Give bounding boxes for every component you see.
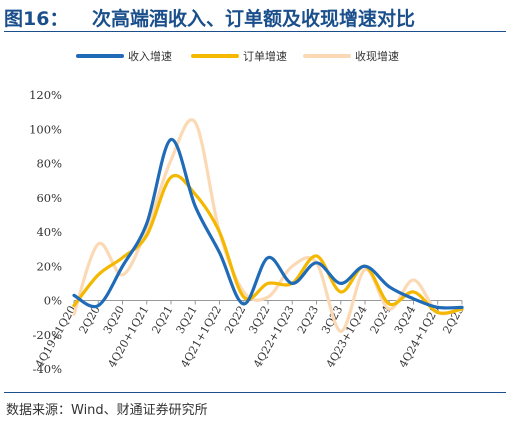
figure-label: 图16： [4,8,69,30]
y-tick-label: 40% [36,225,62,239]
series-lines [72,118,464,333]
y-tick-label: 80% [36,157,62,171]
legend-label: 订单增速 [243,49,287,63]
legend-item: 收现增速 [303,49,399,63]
y-tick-label: 120% [29,88,62,102]
y-tick-label: 100% [29,122,62,136]
legend-item: 收入增速 [76,49,172,63]
y-axis: 120% 100% 80% 60% 40% 20% 0% -20% -40% [29,88,62,376]
y-tick-label: -40% [33,362,63,376]
x-tick-label: 2Q20 [77,304,103,336]
x-tick-label: 2Q22 [222,304,248,336]
legend-item: 订单增速 [191,49,287,63]
chart-legend: 收入增速 订单增速 收现增速 [76,49,399,63]
source-note: 数据来源：Wind、财通证券研究所 [6,403,208,418]
series-line [72,118,464,333]
y-tick-label: 60% [36,191,62,205]
x-tick-label: 2Q23 [295,304,321,336]
series-line [72,173,464,315]
title-divider [4,31,506,32]
series-line [72,137,464,310]
y-tick-label: -20% [33,328,63,342]
figure-title: 次高端酒收入、订单额及收现增速对比 [92,8,416,30]
x-axis: 4Q19+1Q202Q203Q204Q20+1Q212Q213Q214Q21+1… [33,300,467,370]
legend-label: 收现增速 [355,49,399,63]
legend-label: 收入增速 [128,49,172,63]
footer-divider [4,392,506,393]
y-tick-label: 0% [44,294,62,308]
x-tick-label: 2Q21 [149,304,175,336]
figure-header: 图16： 次高端酒收入、订单额及收现增速对比 [0,0,510,30]
line-chart: 收入增速 订单增速 收现增速 120% 100% 80% 60% 40% 20% 0% -20% -… [29,49,467,376]
y-tick-label: 20% [36,259,62,273]
